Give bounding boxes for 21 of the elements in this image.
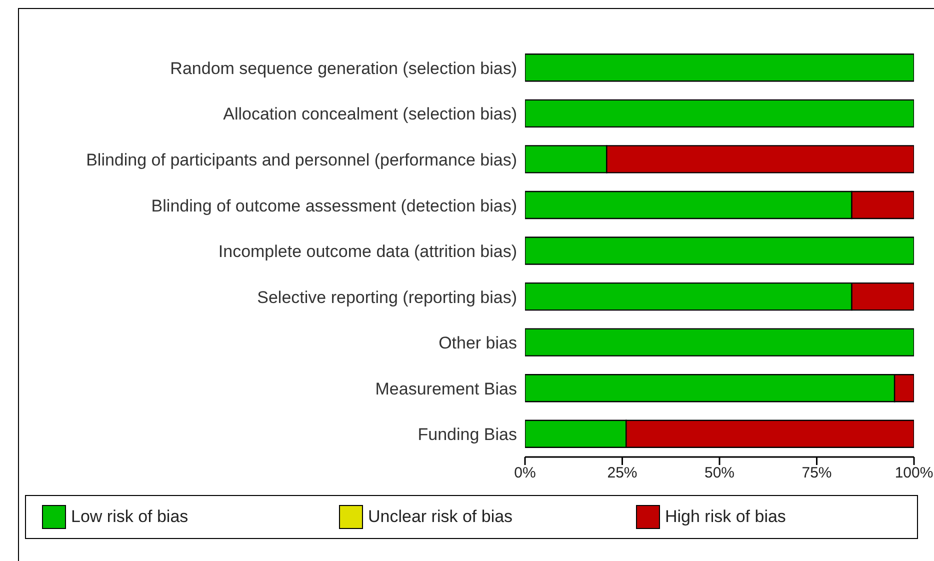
- x-tick-label: 0%: [514, 464, 536, 482]
- y-tick-label: Incomplete outcome data (attrition bias): [218, 242, 517, 262]
- y-tick-label: Selective reporting (reporting bias): [257, 288, 517, 307]
- legend-label: Unclear risk of bias: [368, 507, 513, 527]
- legend-label: High risk of bias: [665, 507, 786, 527]
- x-tick-label: 75%: [802, 464, 832, 482]
- y-tick-label: Allocation concealment (selection bias): [223, 104, 517, 124]
- y-tick-label: Blinding of participants and personnel (performance bias): [86, 150, 517, 170]
- y-tick-label: Blinding of outcome assessment (detection bias): [151, 196, 517, 216]
- x-tick-label: 50%: [704, 464, 735, 482]
- x-tick-label: 25%: [607, 464, 638, 482]
- x-tick-label: 100%: [894, 464, 934, 482]
- y-tick-label: Measurement Bias: [375, 379, 517, 398]
- y-tick-label: Other bias: [438, 334, 517, 353]
- legend-label: Low risk of bias: [71, 507, 188, 527]
- bar: [525, 236, 914, 265]
- bar: [525, 99, 914, 128]
- y-tick-label: Funding Bias: [418, 425, 517, 444]
- bar: [525, 328, 914, 356]
- y-tick-label: Random sequence generation (selection bias): [170, 58, 517, 78]
- bar: [525, 54, 914, 82]
